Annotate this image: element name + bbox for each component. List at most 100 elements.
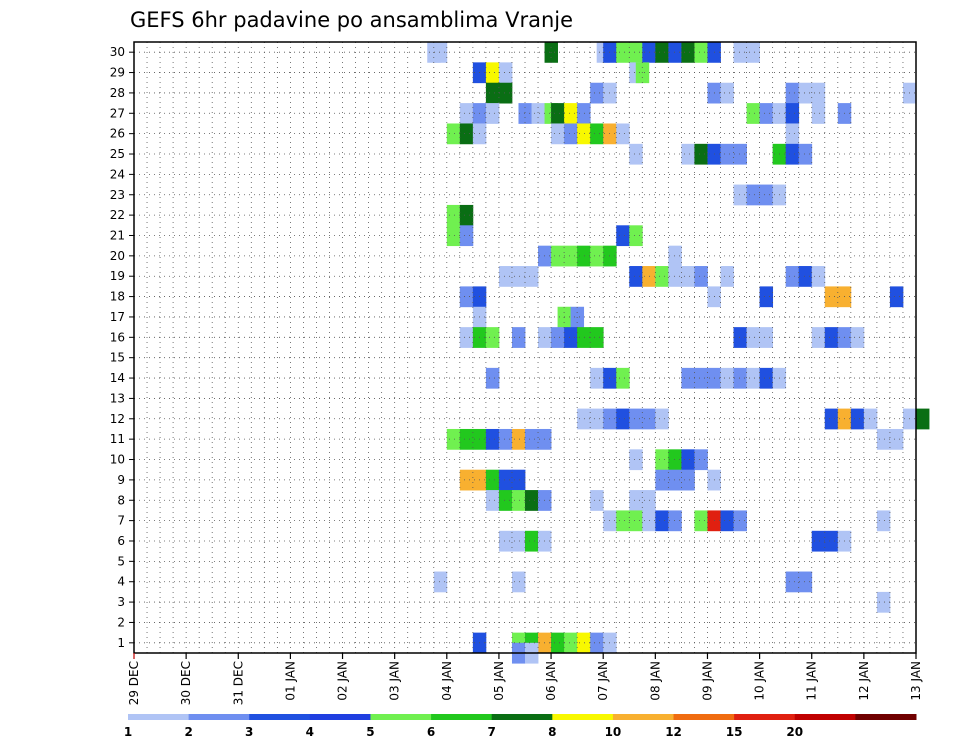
heatmap-cell (511, 327, 526, 348)
heatmap-cell (518, 103, 532, 124)
heatmap-cell (564, 632, 578, 654)
y-tick-label: 3 (117, 595, 125, 609)
y-tick-label: 1 (117, 636, 125, 650)
legend-label: 5 (366, 725, 374, 739)
y-tick-label: 17 (110, 310, 125, 324)
y-tick-label: 7 (117, 514, 125, 528)
heatmap-cell (525, 266, 539, 287)
heatmap-cell (485, 367, 500, 389)
x-tick-label: 08 JAN (648, 661, 662, 701)
heatmap-cell (824, 408, 839, 430)
heatmap-cell (655, 510, 669, 532)
heatmap-cell (511, 266, 526, 287)
heatmap-cell (746, 42, 760, 63)
heatmap-cell (590, 490, 604, 511)
heatmap-cell (798, 82, 813, 104)
x-tick-label: 02 JAN (336, 661, 350, 701)
heatmap-cell (590, 632, 604, 654)
heatmap-cell (590, 327, 604, 348)
x-tick-label: 10 JAN (753, 661, 767, 701)
heatmap-cell (668, 245, 682, 267)
y-tick-label: 20 (110, 249, 125, 263)
heatmap-cell (485, 469, 500, 491)
heatmap-cell (459, 103, 474, 124)
heatmap-cell (577, 103, 591, 124)
heatmap-cell (485, 103, 500, 124)
x-tick-label: 04 JAN (440, 661, 454, 701)
legend-label: 3 (245, 725, 253, 739)
heatmap-cell (811, 327, 826, 348)
legend-swatch (794, 714, 856, 720)
heatmap-cell (655, 408, 669, 430)
legend-label: 20 (786, 725, 803, 739)
heatmap-cell (433, 571, 448, 593)
heatmap-cell (459, 327, 474, 348)
y-tick-label: 16 (110, 330, 125, 344)
legend-swatch (491, 714, 553, 720)
heatmap-cell (551, 245, 565, 267)
heatmap-cell (694, 42, 708, 63)
heatmap-cell (785, 82, 800, 104)
heatmap-cell (876, 428, 891, 450)
heatmap-cell (811, 82, 826, 104)
heatmap-cell (551, 123, 565, 145)
x-tick-label: 11 JAN (805, 661, 819, 701)
heatmap-cell (759, 367, 774, 389)
heatmap-cell (629, 266, 643, 287)
legend-swatch (673, 714, 735, 720)
heatmap-cell (720, 367, 734, 389)
heatmap-cell (746, 103, 760, 124)
legend-swatch (249, 714, 311, 720)
legend-swatch (855, 714, 917, 720)
heatmap-cell (511, 490, 526, 511)
heatmap-cell (629, 408, 643, 430)
heatmap-cell (759, 286, 774, 308)
heatmap-cell (629, 449, 643, 471)
heatmap-cell (616, 42, 630, 63)
heatmap-cell (811, 530, 826, 552)
heatmap-cell (759, 184, 774, 206)
heatmap-cell (811, 103, 826, 124)
heatmap-cell (525, 490, 539, 511)
heatmap-cell (564, 103, 578, 124)
heatmap-cell (746, 367, 760, 389)
heatmap-cell (525, 530, 539, 552)
heatmap-cell (511, 428, 526, 450)
heatmap-cell (629, 42, 643, 63)
heatmap-cell (681, 469, 695, 491)
heatmap-cell (616, 225, 630, 247)
legend-swatch (734, 714, 796, 720)
heatmap-cell (577, 245, 591, 267)
heatmap-cell (759, 103, 774, 124)
y-tick-label: 19 (110, 269, 125, 283)
x-tick-label: 06 JAN (544, 661, 558, 701)
y-tick-label: 18 (110, 290, 125, 304)
grid-layer (134, 42, 916, 653)
legend-label: 6 (427, 725, 435, 739)
heatmap-cell (629, 143, 643, 165)
heatmap-cell (798, 143, 813, 165)
heatmap-cell (459, 286, 474, 308)
y-tick-label: 2 (117, 615, 125, 629)
heatmap-cell (531, 103, 545, 124)
heatmap-cell (668, 266, 682, 287)
y-tick-label: 13 (110, 391, 125, 405)
legend-swatch (370, 714, 432, 720)
legend-swatch (188, 714, 250, 720)
chart-title: GEFS 6hr padavine po ansamblima Vranje (130, 8, 573, 32)
heatmap-cell (485, 428, 500, 450)
heatmap-cell (694, 367, 708, 389)
heatmap-cell (629, 225, 643, 247)
heatmap-cell (498, 530, 513, 552)
y-tick-label: 8 (117, 493, 125, 507)
y-tick-label: 24 (110, 167, 125, 181)
heatmap-cell (668, 42, 682, 63)
heatmap-cell (590, 367, 604, 389)
legend-label: 12 (665, 725, 682, 739)
y-tick-label: 12 (110, 412, 125, 426)
y-tick-label: 25 (110, 147, 125, 161)
y-tick-label: 9 (117, 473, 125, 487)
heatmap-cell (916, 408, 930, 430)
heatmap-cell (733, 184, 747, 206)
